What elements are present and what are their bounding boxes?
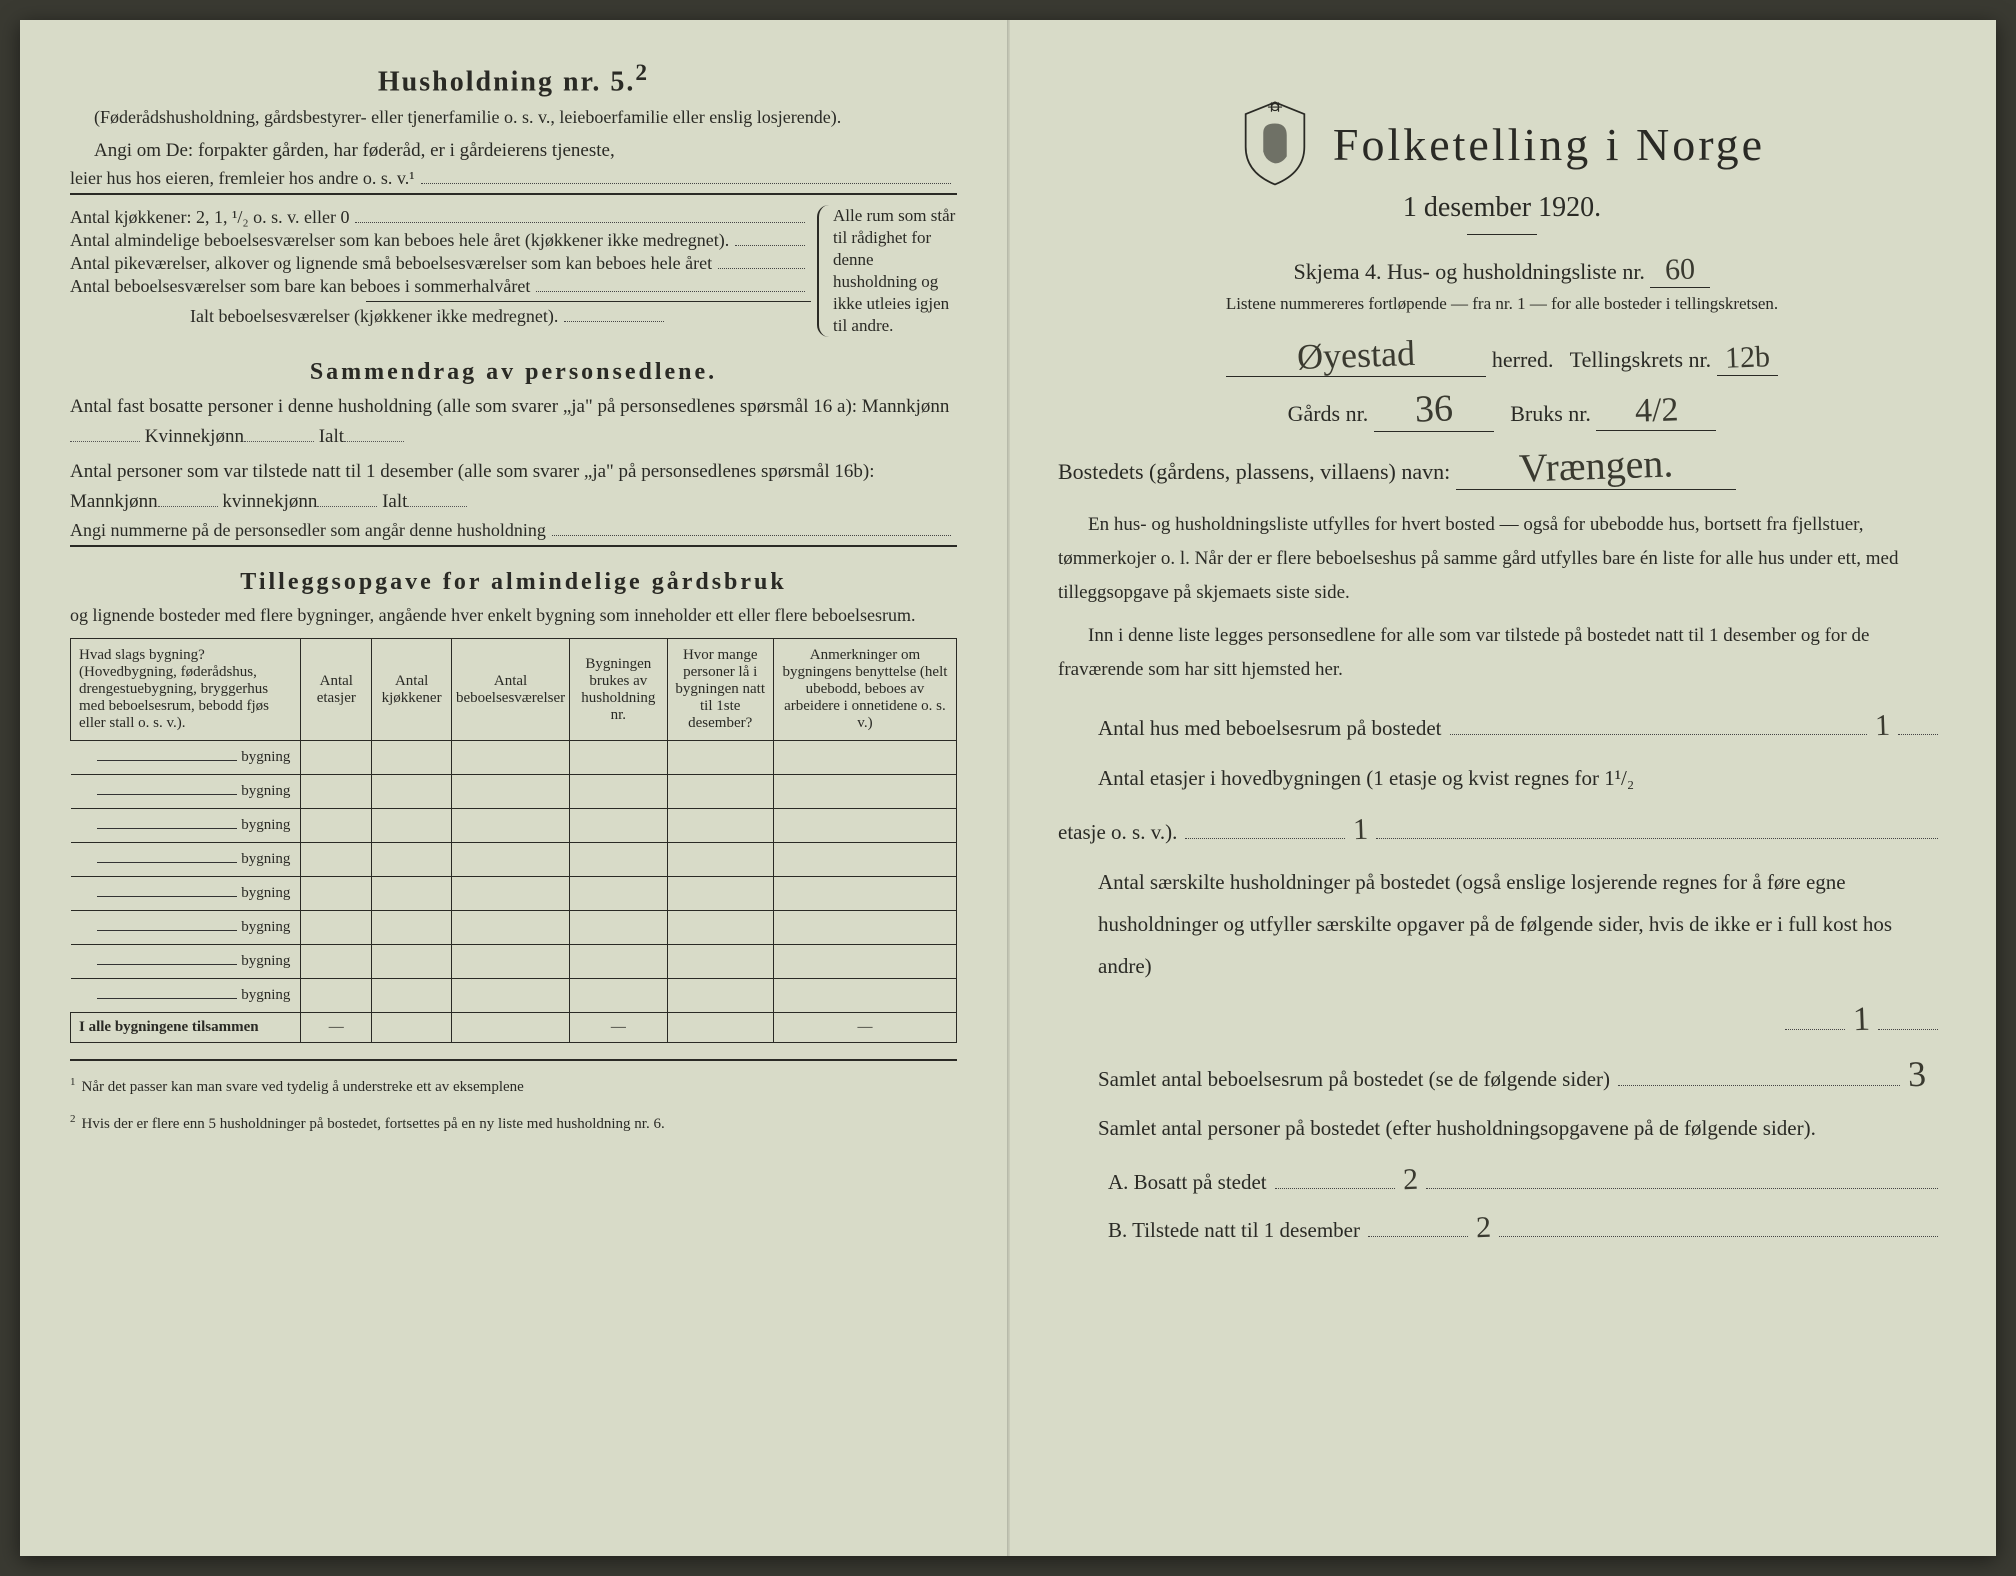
summary-title: Sammendrag av personsedlene. bbox=[70, 359, 957, 386]
hw-gards: 36 bbox=[1414, 386, 1454, 431]
hw-list-nr: 60 bbox=[1665, 252, 1696, 287]
hw-qa: 2 bbox=[1402, 1163, 1418, 1198]
table-row: bygning bbox=[71, 809, 957, 843]
table-row: bygning bbox=[71, 945, 957, 979]
q1-row: Antal hus med beboelsesrum på bostedet 1 bbox=[1098, 709, 1946, 743]
body-p2: Inn i denne liste legges personsedlene f… bbox=[1058, 619, 1946, 687]
q3-text: Antal særskilte husholdninger på bostede… bbox=[1098, 861, 1946, 987]
skjema-line: Skjema 4. Hus- og husholdningsliste nr. … bbox=[1058, 253, 1946, 288]
hw-bosted: Vrængen. bbox=[1518, 439, 1674, 491]
rooms-1: Antal almindelige beboelsesværelser som … bbox=[70, 230, 811, 251]
hw-q3: 1 bbox=[1852, 1001, 1870, 1040]
kitchen-line: Antal kjøkkener: 2, 1, ¹/₂ o. s. v. elle… bbox=[70, 207, 811, 228]
instructions: En hus- og husholdningsliste utfylles fo… bbox=[1058, 508, 1946, 687]
th-5: Bygningen brukes av husholdning nr. bbox=[570, 639, 667, 741]
q5-text: Samlet antal personer på bostedet (efter… bbox=[1098, 1109, 1946, 1149]
qa-row: A. Bosatt på stedet 2 bbox=[1108, 1163, 1946, 1197]
gards-line: Gårds nr. 36 Bruks nr. 4/2 bbox=[1058, 387, 1946, 432]
q4-row: Samlet antal beboelsesrum på bostedet (s… bbox=[1098, 1053, 1946, 1095]
household-heading: Husholdning nr. 5.2 bbox=[70, 60, 957, 98]
rule bbox=[70, 193, 957, 195]
th-4: Antal beboelsesværelser bbox=[451, 639, 569, 741]
body-p1: En hus- og husholdningsliste utfylles fo… bbox=[1058, 508, 1946, 611]
table-row: bygning bbox=[71, 843, 957, 877]
brace-note: Alle rum som står til rådighet for denne… bbox=[817, 205, 957, 338]
hw-qb: 2 bbox=[1475, 1211, 1491, 1246]
footnote-1: 1Når det passer kan man svare ved tydeli… bbox=[70, 1075, 957, 1098]
list-note: Listene nummereres fortløpende — fra nr.… bbox=[1058, 294, 1946, 314]
rooms-3: Antal beboelsesværelser som bare kan beb… bbox=[70, 276, 811, 297]
th-1: Hvad slags bygning? (Hovedbygning, føder… bbox=[71, 639, 301, 741]
table-row: bygning bbox=[71, 877, 957, 911]
table-row: bygning bbox=[71, 979, 957, 1013]
th-6: Hvor mange personer lå i bygningen natt … bbox=[667, 639, 773, 741]
hw-q1: 1 bbox=[1874, 709, 1890, 744]
bosted-line: Bostedets (gårdens, plassens, villaens) … bbox=[1058, 442, 1946, 490]
census-date: 1 desember 1920. bbox=[1058, 192, 1946, 224]
herred-line: Øyestad herred. Tellingskrets nr. 12b bbox=[1058, 334, 1946, 377]
angi-line-2: leier hus hos eieren, fremleier hos andr… bbox=[70, 168, 957, 189]
sup-2: 2 bbox=[635, 60, 649, 86]
table-footer-row: I alle bygningene tilsammen ——— bbox=[71, 1013, 957, 1043]
qb-row: B. Tilstede natt til 1 desember 2 bbox=[1108, 1211, 1946, 1245]
masthead: Folketelling i Norge bbox=[1058, 100, 1946, 188]
table-row: bygning bbox=[71, 741, 957, 775]
table-header-row: Hvad slags bygning? (Hovedbygning, føder… bbox=[71, 639, 957, 741]
household-note: (Føderådshusholdning, gårdsbestyrer- ell… bbox=[70, 104, 957, 130]
summary-p2: Antal personer som var tilstede natt til… bbox=[70, 457, 957, 516]
q2-row: Antal etasjer i hovedbygningen (1 etasje… bbox=[1098, 757, 1946, 799]
title-rule bbox=[1467, 234, 1537, 235]
rooms-2: Antal pikeværelser, alkover og lignende … bbox=[70, 253, 811, 274]
q3-val-row: 1 bbox=[1058, 1001, 1946, 1039]
hw-herred: Øyestad bbox=[1297, 332, 1416, 378]
footnote-2: 2Hvis der er flere enn 5 husholdninger p… bbox=[70, 1112, 957, 1135]
th-2: Antal etasjer bbox=[301, 639, 372, 741]
coat-of-arms-icon bbox=[1239, 100, 1311, 188]
q2b-row: etasje o. s. v.). 1 bbox=[1058, 813, 1946, 847]
rule-3 bbox=[70, 1059, 957, 1061]
rooms-total: Ialt beboelsesværelser (kjøkkener ikke m… bbox=[70, 306, 811, 327]
table-row: bygning bbox=[71, 911, 957, 945]
subtotal-rule bbox=[366, 301, 811, 302]
summary-angi: Angi nummerne på de personsedler som ang… bbox=[70, 520, 957, 541]
tillegg-sub: og lignende bosteder med flere bygninger… bbox=[70, 602, 957, 628]
hw-bruks: 4/2 bbox=[1634, 391, 1679, 430]
footer-label: I alle bygningene tilsammen bbox=[71, 1013, 301, 1043]
rooms-block: Antal kjøkkener: 2, 1, ¹/₂ o. s. v. elle… bbox=[70, 205, 957, 338]
hw-krets: 12b bbox=[1724, 340, 1770, 376]
right-page: Folketelling i Norge 1 desember 1920. Sk… bbox=[1008, 20, 1996, 1556]
hw-q4: 3 bbox=[1907, 1053, 1926, 1096]
th-7: Anmerkninger om bygningens benyttelse (h… bbox=[773, 639, 956, 741]
table-row: bygning bbox=[71, 775, 957, 809]
building-table: Hvad slags bygning? (Hovedbygning, føder… bbox=[70, 638, 957, 1043]
th-3: Antal kjøkkener bbox=[372, 639, 452, 741]
main-title: Folketelling i Norge bbox=[1333, 118, 1765, 171]
hw-q2: 1 bbox=[1353, 813, 1369, 848]
tillegg-title: Tilleggsopgave for almindelige gårdsbruk bbox=[70, 569, 957, 596]
left-page: Husholdning nr. 5.2 (Føderådshusholdning… bbox=[20, 20, 1008, 1556]
census-document: Husholdning nr. 5.2 (Føderådshusholdning… bbox=[20, 20, 1996, 1556]
angi-line-1: Angi om De: forpakter gården, har føderå… bbox=[70, 136, 957, 165]
summary-p1: Antal fast bosatte personer i denne hush… bbox=[70, 392, 957, 451]
rule-2 bbox=[70, 545, 957, 547]
